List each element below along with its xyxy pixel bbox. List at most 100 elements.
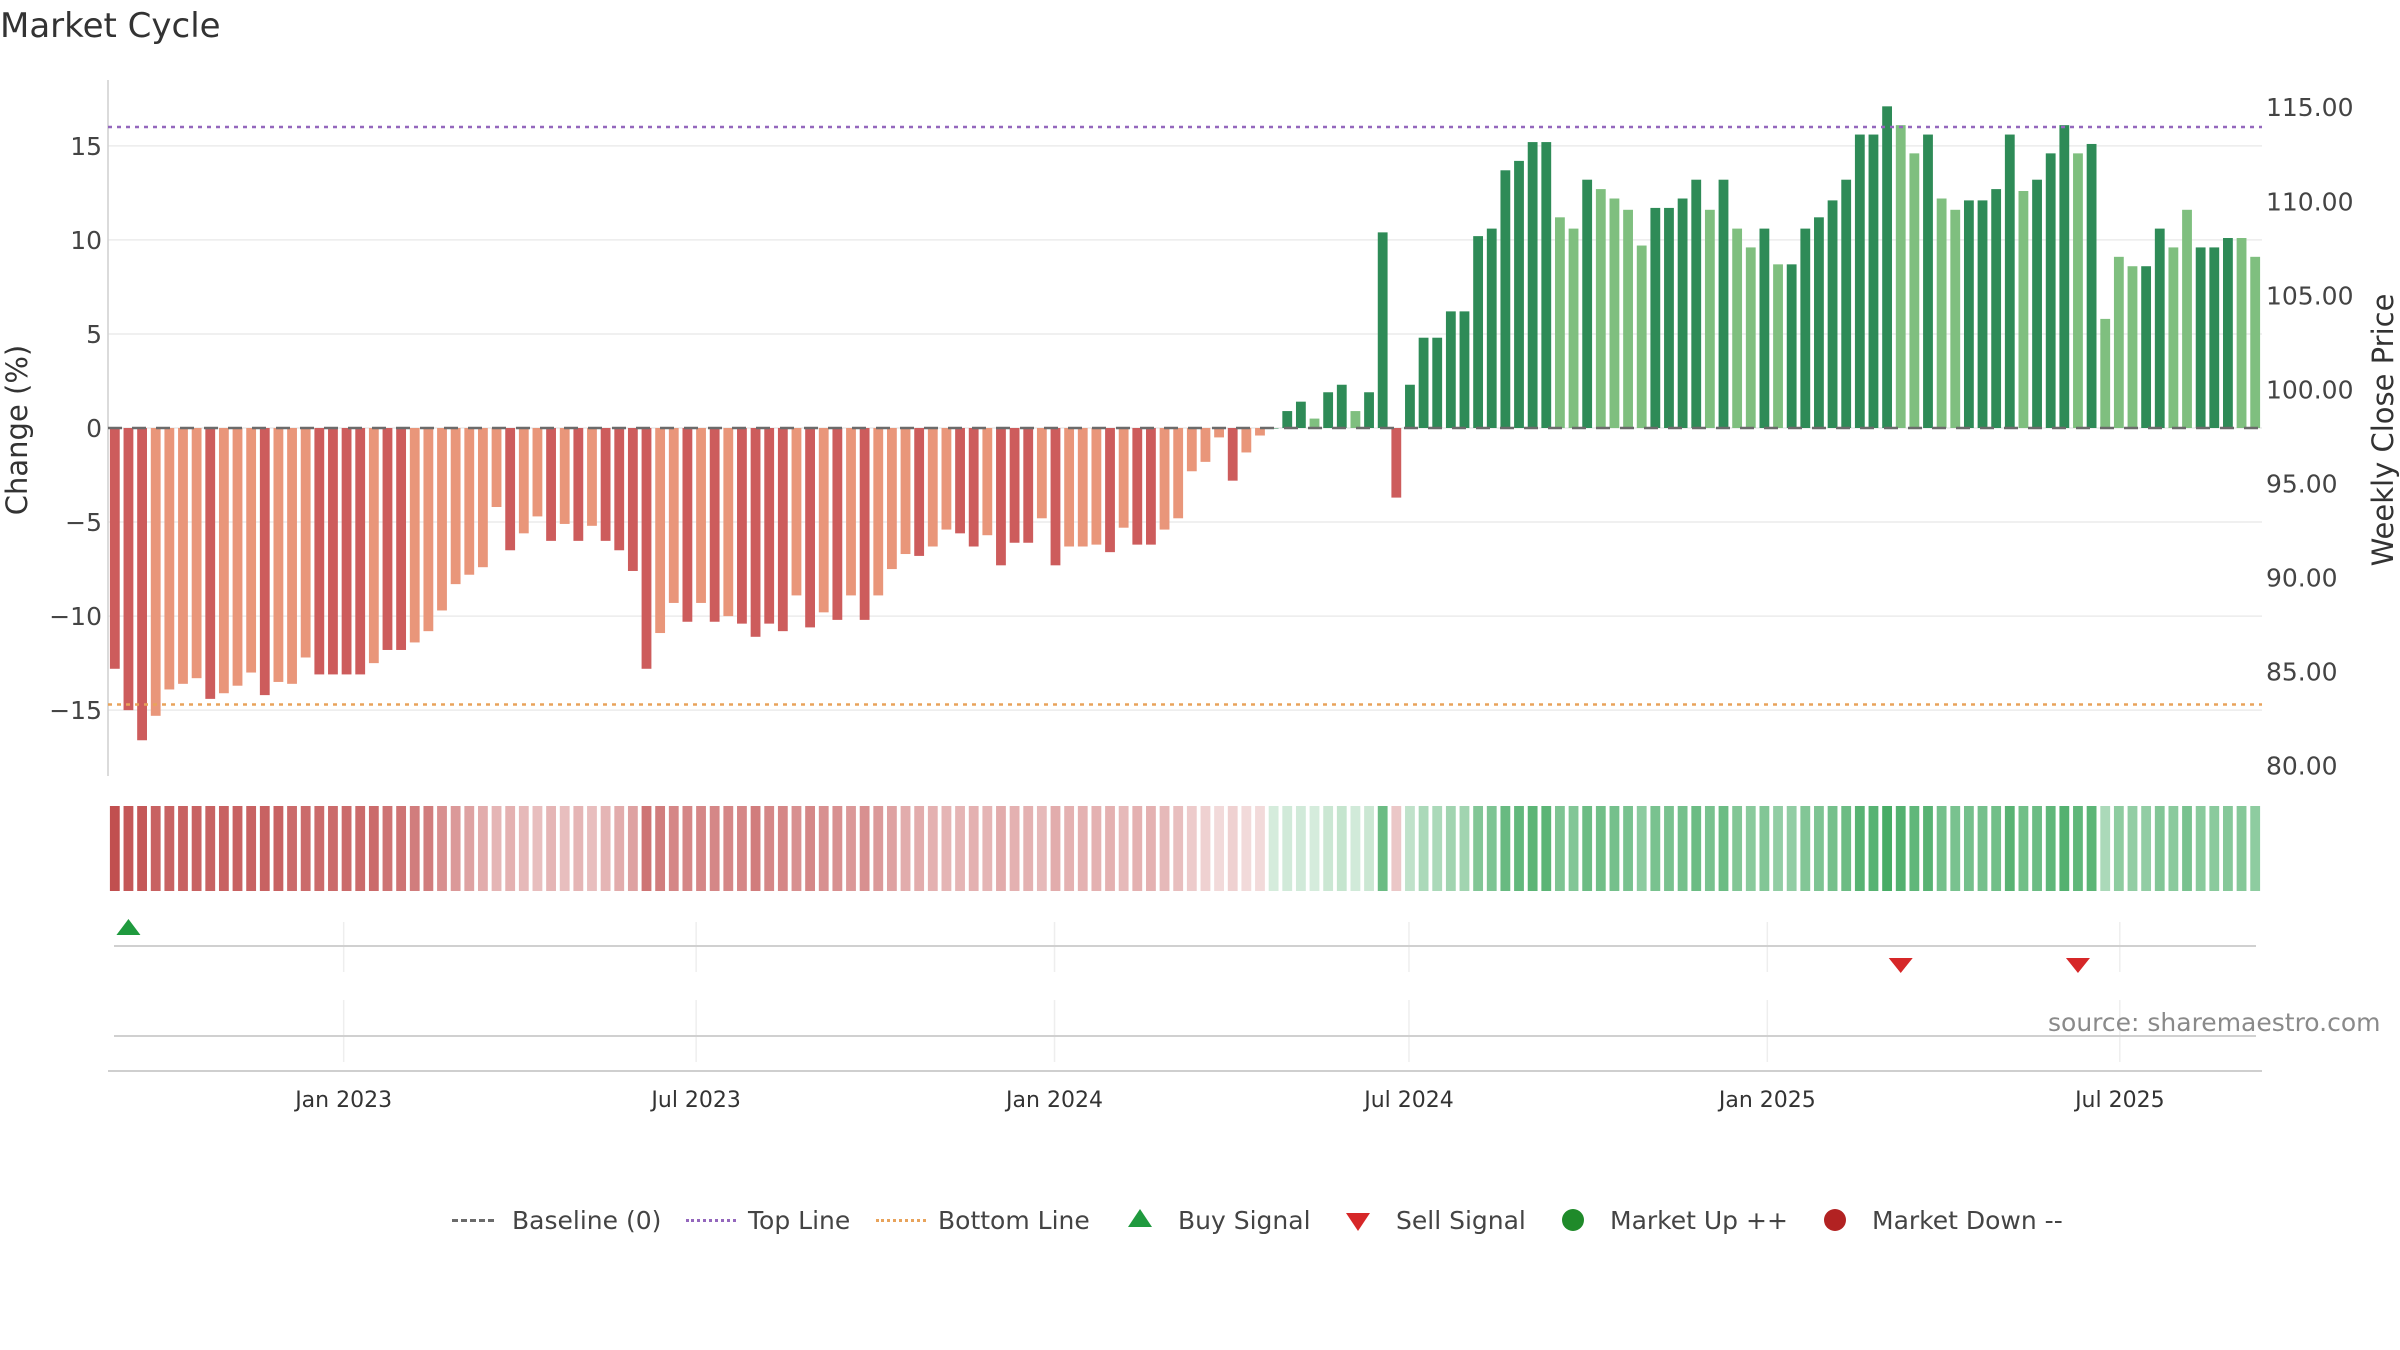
change-bar: [1405, 384, 1415, 428]
dotted-line-icon: [682, 1205, 736, 1235]
change-bar: [955, 428, 965, 534]
change-bar: [1950, 209, 1961, 428]
cycle-strip-cell: [559, 806, 570, 891]
change-bar: [1909, 153, 1920, 428]
change-bar: [1977, 200, 1988, 428]
change-bar: [1459, 311, 1470, 428]
change-bar: [1255, 428, 1265, 436]
cycle-strip-cell: [164, 806, 175, 891]
cycle-strip-cell: [1364, 806, 1374, 891]
cycle-strip-cell: [232, 806, 243, 891]
change-bar: [450, 428, 461, 585]
change-bar: [641, 428, 652, 669]
change-bar: [982, 428, 993, 536]
circle-icon: [1806, 1205, 1860, 1235]
cycle-strip-cell: [1759, 806, 1770, 891]
cycle-strip-cell: [696, 806, 706, 891]
cycle-strip-cell: [2100, 806, 2111, 891]
change-bar: [1582, 179, 1593, 428]
change-bar: [1991, 189, 2002, 428]
cycle-strip-cell: [1854, 806, 1865, 891]
cycle-strip-cell: [178, 806, 188, 891]
change-bar: [437, 428, 447, 611]
change-bar: [2018, 190, 2029, 428]
cycle-strip-cell: [1745, 806, 1756, 891]
cycle-strip-cell: [1432, 806, 1443, 891]
legend-item-baseline: Baseline (0): [446, 1200, 661, 1240]
cycle-strip-cell: [1036, 806, 1047, 891]
change-bar: [764, 428, 775, 624]
cycle-strip-cell: [300, 806, 311, 891]
cycle-strip-cell: [832, 806, 843, 891]
change-bar: [287, 428, 297, 684]
change-bar: [109, 428, 120, 669]
cycle-strip-cell: [873, 806, 884, 891]
cycle-strip-cell: [1991, 806, 2002, 891]
change-bar: [886, 428, 897, 570]
triangle-up-icon: [1112, 1205, 1166, 1235]
change-bar: [2045, 153, 2056, 428]
change-bar: [1568, 228, 1579, 428]
change-bar: [587, 428, 597, 526]
cycle-strip-cell: [396, 806, 407, 891]
cycle-strip-cell: [587, 806, 597, 891]
cycle-strip-cell: [1568, 806, 1579, 891]
change-bar: [518, 428, 529, 534]
change-bar: [423, 428, 434, 632]
x-tick-label: Jul 2024: [1362, 1088, 1454, 1113]
change-bar: [1554, 217, 1565, 428]
change-bar: [491, 428, 502, 508]
change-bar: [1718, 179, 1729, 428]
change-bar: [777, 428, 788, 632]
change-bar: [1105, 428, 1115, 553]
y2-tick-label: 95.00: [2266, 469, 2338, 498]
cycle-strip-cell: [914, 806, 925, 891]
cycle-strip-cell: [2195, 806, 2206, 891]
change-bar: [477, 428, 488, 568]
legend-item-bottom-line: Bottom Line: [872, 1200, 1090, 1240]
change-bar: [996, 428, 1006, 566]
change-bar: [1759, 228, 1770, 428]
cycle-strip-cell: [573, 806, 584, 891]
cycle-strip-cell: [668, 806, 679, 891]
change-bar: [2236, 238, 2247, 428]
cycle-strip-cell: [314, 806, 325, 891]
change-bar: [1009, 428, 1020, 543]
cycle-strip-cell: [1582, 806, 1593, 891]
legend-label: Market Down --: [1872, 1205, 2063, 1235]
cycle-strip-cell: [1718, 806, 1729, 891]
legend-label: Bottom Line: [938, 1205, 1090, 1235]
change-bar: [723, 428, 734, 617]
legend-item-top-line: Top Line: [682, 1200, 850, 1240]
cycle-strip-cell: [1514, 806, 1524, 891]
cycle-strip-cell: [532, 806, 543, 891]
change-bar: [1186, 428, 1197, 472]
change-bar: [409, 428, 420, 643]
cycle-strip-cell: [2073, 806, 2083, 891]
change-bar: [2168, 247, 2179, 428]
cycle-strip-cell: [123, 806, 134, 891]
cycle-strip-cell: [437, 806, 447, 891]
x-tick-label: Jul 2025: [2073, 1088, 2165, 1113]
cycle-strip-cell: [1255, 806, 1265, 891]
sell-signal-marker: [2065, 958, 2090, 973]
change-bar: [191, 428, 202, 679]
change-bar: [1936, 198, 1947, 428]
y-axis-title: Change (%): [0, 345, 34, 515]
cycle-strip-cell: [1868, 806, 1879, 891]
y2-tick-label: 90.00: [2266, 563, 2338, 592]
change-bar: [1473, 236, 1484, 428]
y-tick-label: 10: [70, 226, 102, 255]
change-bar: [396, 428, 407, 650]
cycle-strip-cell: [2045, 806, 2056, 891]
cycle-strip-cell: [1704, 806, 1715, 891]
cycle-strip-cell: [2209, 806, 2220, 891]
change-bar: [2073, 153, 2083, 428]
cycle-strip-cell: [1486, 806, 1497, 891]
change-bar: [600, 428, 611, 541]
cycle-strip-cell: [1132, 806, 1143, 891]
x-tick-label: Jan 2025: [1717, 1088, 1816, 1113]
change-bar: [1486, 228, 1497, 428]
cycle-strip-cell: [1977, 806, 1988, 891]
